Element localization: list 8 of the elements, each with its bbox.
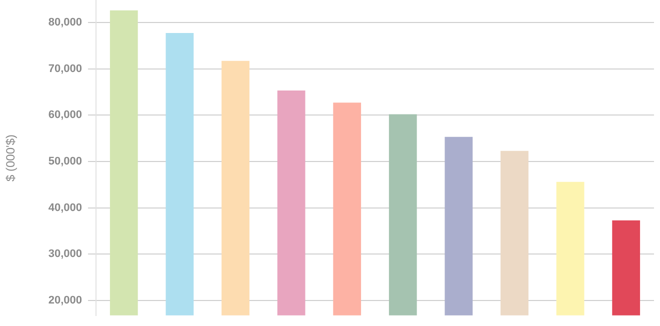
- y-tick-label: 20,000: [48, 294, 82, 307]
- y-tick-label: 40,000: [48, 202, 82, 214]
- y-tick-label: 60,000: [48, 109, 82, 122]
- y-tick-label: 70,000: [48, 62, 82, 75]
- y-tick-label: 50,000: [48, 156, 82, 168]
- y-tick-label: 30,000: [48, 248, 82, 260]
- y-axis-title: $ (000'$): [4, 134, 18, 182]
- y-tick-label: 80,000: [48, 16, 82, 28]
